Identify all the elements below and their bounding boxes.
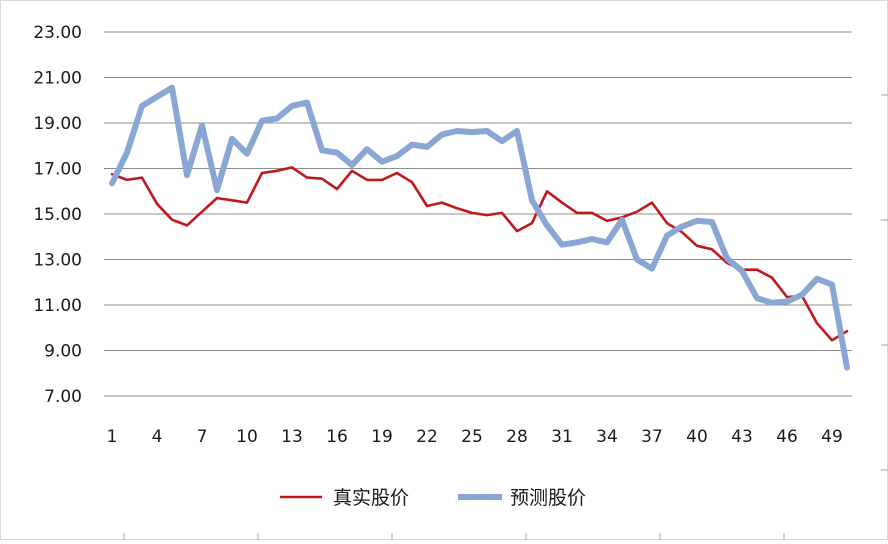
- x-tick-label: 43: [731, 427, 753, 447]
- bottom-edge-ticks: [123, 94, 888, 540]
- x-tick-label: 19: [371, 427, 393, 447]
- y-tick-label: 19.00: [33, 114, 82, 134]
- series-line-actual: [110, 166, 849, 342]
- y-tick-label: 17.00: [33, 160, 82, 180]
- legend-label: 真实股价: [333, 487, 409, 509]
- x-tick-label: 7: [197, 427, 208, 447]
- y-tick-label: 7.00: [44, 387, 82, 407]
- x-tick-label: 16: [326, 427, 348, 447]
- x-tick-label: 1: [107, 427, 118, 447]
- x-tick-label: 10: [236, 427, 258, 447]
- series-line-predicted: [109, 84, 850, 371]
- y-tick-label: 21.00: [33, 69, 82, 89]
- x-tick-label: 25: [461, 427, 483, 447]
- x-tick-label: 4: [152, 427, 163, 447]
- y-tick-label: 9.00: [44, 342, 82, 362]
- x-tick-label: 34: [596, 427, 618, 447]
- y-tick-label: 23.00: [33, 23, 82, 43]
- x-tick-label: 22: [416, 427, 438, 447]
- y-tick-label: 11.00: [33, 296, 82, 316]
- x-tick-label: 28: [506, 427, 528, 447]
- x-tick-label: 40: [686, 427, 708, 447]
- legend: 真实股价 预测股价: [280, 487, 586, 509]
- x-tick-label: 46: [776, 427, 798, 447]
- y-axis-tick-labels: 23.00 21.00 19.00 17.00 15.00 13.00 11.00 9.00 7…: [33, 23, 82, 407]
- series-lines: [109, 84, 850, 371]
- legend-label: 预测股价: [510, 487, 586, 509]
- x-axis-tick-labels: 1 4 7 10 13 16 19 22 25 28 31 34 37 40 43 46 49: [107, 427, 843, 447]
- x-tick-label: 37: [641, 427, 663, 447]
- y-tick-label: 13.00: [33, 251, 82, 271]
- x-tick-label: 13: [281, 427, 303, 447]
- x-tick-label: 31: [551, 427, 573, 447]
- y-tick-label: 15.00: [33, 205, 82, 225]
- x-tick-label: 49: [821, 427, 843, 447]
